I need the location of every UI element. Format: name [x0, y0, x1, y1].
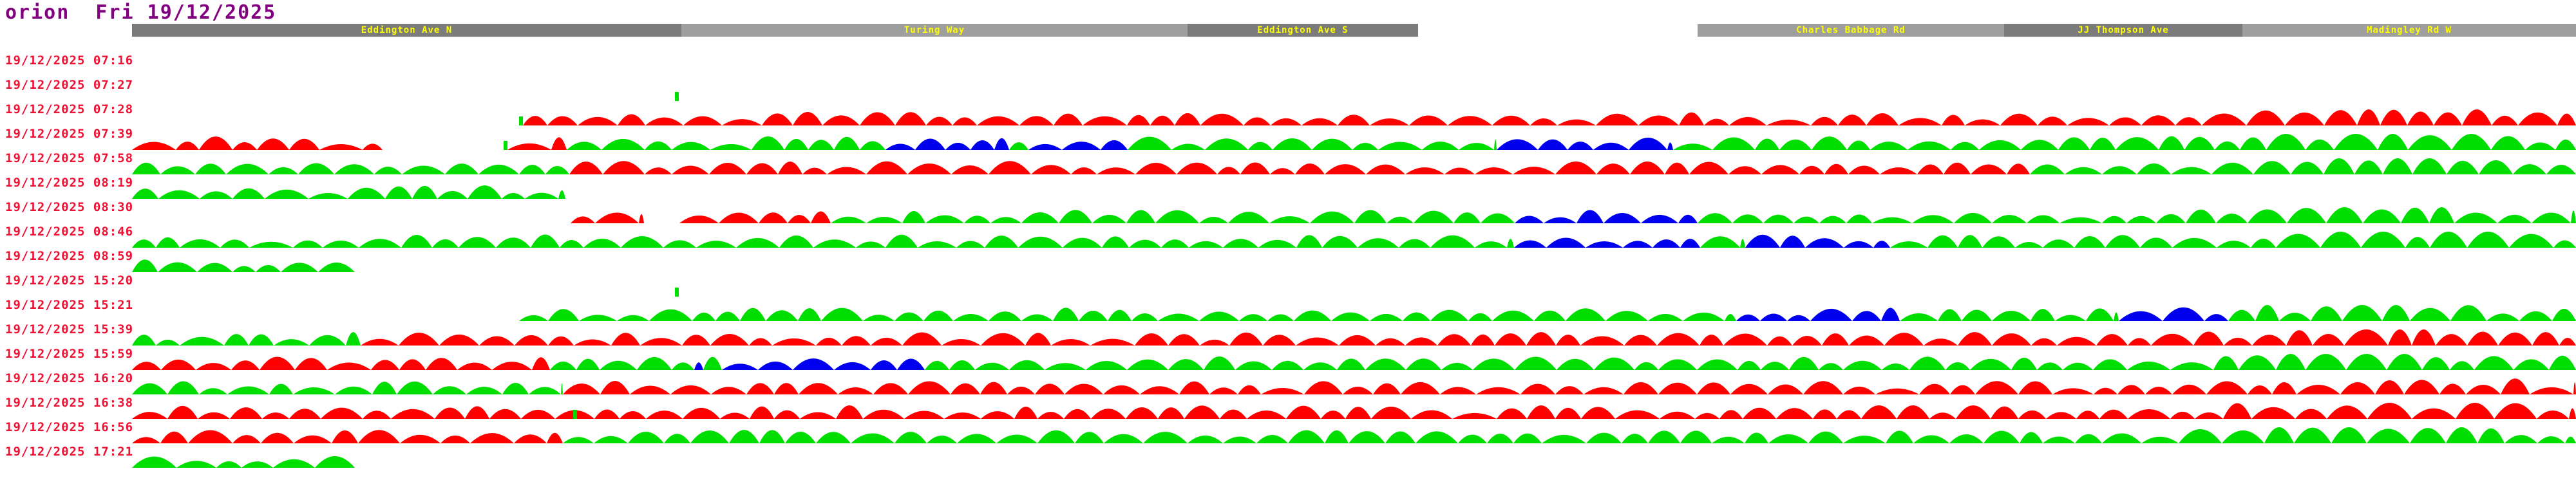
trip-timestamp: 19/12/2025 15:59 — [5, 347, 134, 361]
speed-segment-red — [132, 136, 383, 150]
speed-segment-green — [703, 356, 722, 370]
speed-tick-green — [573, 410, 577, 419]
trip-speed-band — [132, 134, 2576, 150]
speed-segment-green — [1009, 142, 1028, 150]
speed-segment-red — [361, 329, 2576, 346]
trip-timestamp: 19/12/2025 17:21 — [5, 445, 134, 459]
speed-segment-green — [925, 354, 2576, 370]
speed-segment-red — [132, 356, 550, 370]
trip-timestamp: 19/12/2025 08:19 — [5, 176, 134, 190]
trip-timestamp: 19/12/2025 07:39 — [5, 127, 134, 141]
trip-timestamp: 19/12/2025 08:46 — [5, 225, 134, 239]
speed-segment-red — [569, 161, 2030, 174]
speed-segment-blue — [1028, 140, 1128, 150]
trip-speed-band — [132, 427, 2576, 443]
trip-timestamp: 19/12/2025 07:58 — [5, 151, 134, 165]
route-section-eddington-ave-s: Eddington Ave S — [1188, 24, 1418, 37]
speed-segment-red — [523, 109, 2576, 125]
trip-timestamp: 19/12/2025 07:28 — [5, 102, 134, 116]
trip-speed-band — [132, 232, 2576, 248]
speed-segment-red — [679, 211, 831, 223]
speed-segment-red — [132, 430, 563, 443]
trip-speed-band — [132, 158, 2576, 174]
speed-tick-green — [675, 92, 679, 101]
route-section-madingley-rd-w: Madingley Rd W — [2242, 24, 2576, 37]
trip-timestamp: 19/12/2025 07:27 — [5, 78, 134, 92]
speed-segment-green — [1673, 134, 2576, 150]
route-section-charles-babbage-rd: Charles Babbage Rd — [1698, 24, 2004, 37]
speed-segment-red — [507, 137, 567, 150]
trip-speed-band — [519, 109, 2576, 125]
trip-timestamp: 19/12/2025 15:20 — [5, 273, 134, 288]
speed-segment-green — [2030, 158, 2576, 174]
speed-segment-green — [1900, 308, 2119, 321]
route-section-jj-thompson-ave: JJ Thompson Ave — [2004, 24, 2242, 37]
speed-segment-green — [550, 356, 694, 370]
trip-speed-band — [519, 305, 2576, 321]
speed-segment-red — [571, 212, 644, 223]
trip-timestamp: 19/12/2025 16:56 — [5, 420, 134, 434]
speed-segment-green — [563, 427, 2576, 443]
route-section-eddington-ave-n: Eddington Ave N — [132, 24, 681, 37]
trip-timestamp: 19/12/2025 16:38 — [5, 396, 134, 410]
speed-segment-green — [2228, 305, 2576, 321]
speed-segment-green — [1128, 136, 1497, 150]
trip-timestamp: 19/12/2025 15:39 — [5, 322, 134, 337]
speed-tick-green — [504, 141, 507, 150]
trip-timestamp: 19/12/2025 08:30 — [5, 200, 134, 214]
trip-speed-band — [571, 207, 2576, 223]
trip-speed-band — [132, 378, 2576, 394]
speed-segment-blue — [722, 358, 925, 370]
trip-speed-band — [675, 288, 679, 297]
speed-segment-green — [132, 381, 563, 394]
speed-tick-green — [675, 288, 679, 297]
route-section-turing-way: Turing Way — [681, 24, 1188, 37]
speed-segment-green — [567, 136, 886, 150]
speed-segment-blue — [1745, 234, 1890, 248]
trip-speed-band — [132, 403, 2576, 419]
speed-tick-green — [519, 116, 523, 125]
speed-segment-green — [132, 456, 355, 468]
trip-speed-band — [132, 456, 355, 468]
trip-timestamp: 19/12/2025 08:59 — [5, 249, 134, 263]
speed-segment-blue — [886, 138, 1009, 150]
trip-speed-band — [675, 92, 679, 101]
speed-segment-green — [132, 162, 569, 174]
speed-segment-green — [132, 332, 361, 346]
speed-segment-blue — [694, 362, 703, 370]
trip-speed-band — [0, 60, 2576, 78]
speed-segment-green — [1700, 236, 1745, 248]
app-title: orion Fri 19/12/2025 — [5, 1, 277, 24]
speed-segment-red — [563, 378, 2576, 394]
speed-segment-green — [1698, 207, 2576, 223]
speed-segment-green — [831, 210, 1515, 223]
speed-segment-blue — [2119, 307, 2228, 321]
trip-speed-band — [132, 185, 565, 199]
speed-segment-blue — [1497, 137, 1673, 150]
trip-speed-band — [132, 329, 2576, 346]
speed-segment-green — [132, 185, 565, 199]
speed-segment-red — [132, 403, 2576, 419]
speed-segment-green — [1890, 232, 2576, 248]
trip-timestamp: 19/12/2025 15:21 — [5, 298, 134, 312]
speed-segment-green — [132, 234, 1514, 248]
trip-speed-band — [132, 354, 2576, 370]
speed-segment-green — [519, 308, 1736, 321]
trip-timestamp: 19/12/2025 07:16 — [5, 53, 134, 68]
trip-timestamp: 19/12/2025 16:20 — [5, 371, 134, 385]
trip-speed-band — [132, 259, 355, 272]
speed-segment-blue — [1514, 237, 1700, 248]
speed-segment-blue — [1515, 210, 1698, 223]
speed-segment-blue — [1736, 308, 1900, 321]
speed-segment-green — [132, 259, 355, 272]
